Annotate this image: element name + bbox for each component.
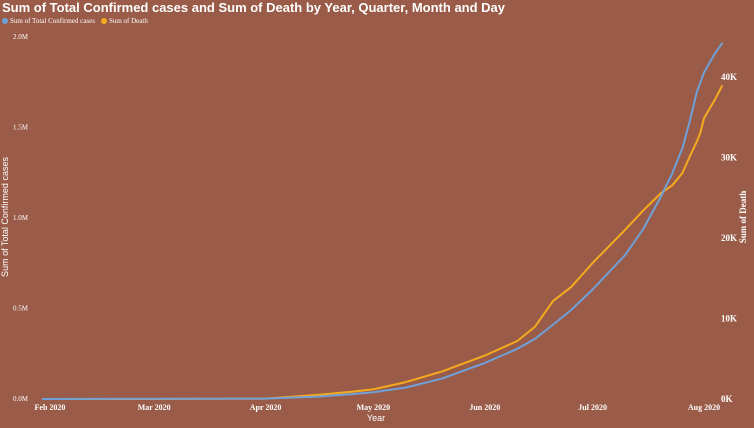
x-tick-label: Jun 2020 xyxy=(469,403,500,412)
y-right-tick-label: 0K xyxy=(721,394,733,404)
chart-title: Sum of Total Confirmed cases and Sum of … xyxy=(2,0,506,15)
legend-label-death: Sum of Death xyxy=(108,17,148,25)
legend-item-death[interactable]: Sum of Death xyxy=(100,17,148,25)
y-left-axis-label: Sum of Total Confirmed cases xyxy=(0,157,10,277)
legend-dot-death xyxy=(100,18,107,24)
y-left-tick-label: 0.5M xyxy=(13,305,29,313)
x-tick-label: Feb 2020 xyxy=(35,403,66,412)
y-right-axis-label: Sum of Death xyxy=(738,191,748,244)
y-right-tick-label: 20K xyxy=(721,233,737,243)
series-line-confirmed[interactable] xyxy=(41,42,723,400)
x-tick-label: Jul 2020 xyxy=(578,403,607,412)
y-left-tick-label: 2.0M xyxy=(13,33,29,41)
x-tick-label: Aug 2020 xyxy=(688,403,720,412)
legend: Sum of Total Confirmed cases Sum of Deat… xyxy=(2,17,148,25)
series-layer xyxy=(41,42,723,400)
x-tick-label: May 2020 xyxy=(357,403,391,412)
y-left-tick-label: 1.0M xyxy=(13,214,29,222)
x-tick-label: Mar 2020 xyxy=(138,403,171,412)
y-right-tick-label: 30K xyxy=(721,153,737,163)
y-left-tick-label: 1.5M xyxy=(13,124,29,132)
y-left-tick-label: 0.0M xyxy=(13,395,29,403)
right-axis-ticks: 0K 10K 20K 30K 40K xyxy=(721,72,737,404)
legend-item-confirmed[interactable]: Sum of Total Confirmed cases xyxy=(2,17,95,25)
x-axis-ticks: Feb 2020 Mar 2020 Apr 2020 May 2020 Jun 2020… xyxy=(35,403,721,412)
legend-label-confirmed: Sum of Total Confirmed cases xyxy=(10,17,95,25)
x-axis-label: Year xyxy=(367,413,385,423)
legend-dot-confirmed xyxy=(2,18,8,24)
series-line-death[interactable] xyxy=(41,85,723,400)
y-right-tick-label: 10K xyxy=(721,314,737,324)
y-right-tick-label: 40K xyxy=(721,72,737,82)
x-tick-label: Apr 2020 xyxy=(250,403,282,412)
left-axis-ticks: 0.0M 0.5M 1.0M 1.5M 2.0M xyxy=(13,33,29,403)
